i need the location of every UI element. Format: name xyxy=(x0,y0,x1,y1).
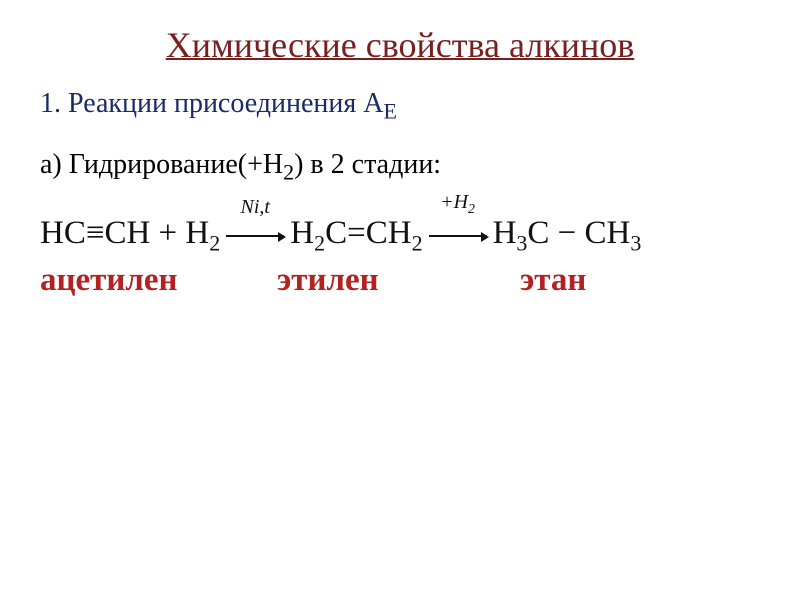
frag3-a: H xyxy=(493,215,517,251)
reaction-arrow-2: +H2 xyxy=(429,219,487,252)
line-2-sub: 2 xyxy=(283,160,294,185)
reaction-fragment-2: H2C=CH2 xyxy=(290,217,422,255)
labels-row: ацетилен этилен этан xyxy=(40,264,760,303)
reaction-fragment-1: HC≡CH + H2 xyxy=(40,217,220,255)
arrow-1-label-text: Ni,t xyxy=(241,196,270,218)
frag1-a: HC xyxy=(40,215,86,251)
slide: Химические свойства алкинов 1. Реакции п… xyxy=(0,0,800,600)
reaction-arrow-1: Ni,t xyxy=(226,219,284,252)
line-1-text: 1. Реакции присоединения А xyxy=(40,88,383,119)
frag3-b: C − CH xyxy=(527,215,630,251)
frag3-sub2: 3 xyxy=(630,230,641,255)
line-2: а) Гидрирование(+Н2) в 2 стадии: xyxy=(40,145,760,188)
arrow-2-shaft xyxy=(429,235,487,237)
frag2-b: C=CH xyxy=(325,215,411,251)
frag2-sub1: 2 xyxy=(314,230,325,255)
reaction-row: HC≡CH + H2 Ni,t H2C=CH2 +H2 H3C − CH3 xyxy=(40,217,760,255)
reaction-fragment-3: H3C − CH3 xyxy=(493,217,642,255)
line-1: 1. Реакции присоединения АЕ xyxy=(40,84,760,127)
frag1-triple: ≡ xyxy=(86,215,105,251)
arrow-2-label-prefix: +H xyxy=(440,191,468,213)
frag1-b: CH + H xyxy=(104,215,209,251)
arrow-1-label: Ni,t xyxy=(241,197,270,217)
line-1-sub: Е xyxy=(383,99,396,124)
frag3-sub1: 3 xyxy=(516,230,527,255)
frag1-sub: 2 xyxy=(209,230,220,255)
slide-title: Химические свойства алкинов xyxy=(40,24,760,66)
line-2-prefix: а) Гидрирование(+Н xyxy=(40,149,283,180)
label-acetylene: ацетилен xyxy=(40,264,178,297)
arrow-2-label: +H2 xyxy=(440,192,475,217)
line-2-suffix: ) в 2 стадии: xyxy=(294,149,441,180)
arrow-1-shaft xyxy=(226,235,284,237)
arrow-2-label-sub: 2 xyxy=(468,202,475,217)
label-ethylene: этилен xyxy=(277,264,379,297)
label-ethane: этан xyxy=(520,264,586,297)
frag2-a: H xyxy=(290,215,314,251)
reaction-block: HC≡CH + H2 Ni,t H2C=CH2 +H2 H3C − CH3 xyxy=(40,217,760,304)
frag2-sub2: 2 xyxy=(412,230,423,255)
